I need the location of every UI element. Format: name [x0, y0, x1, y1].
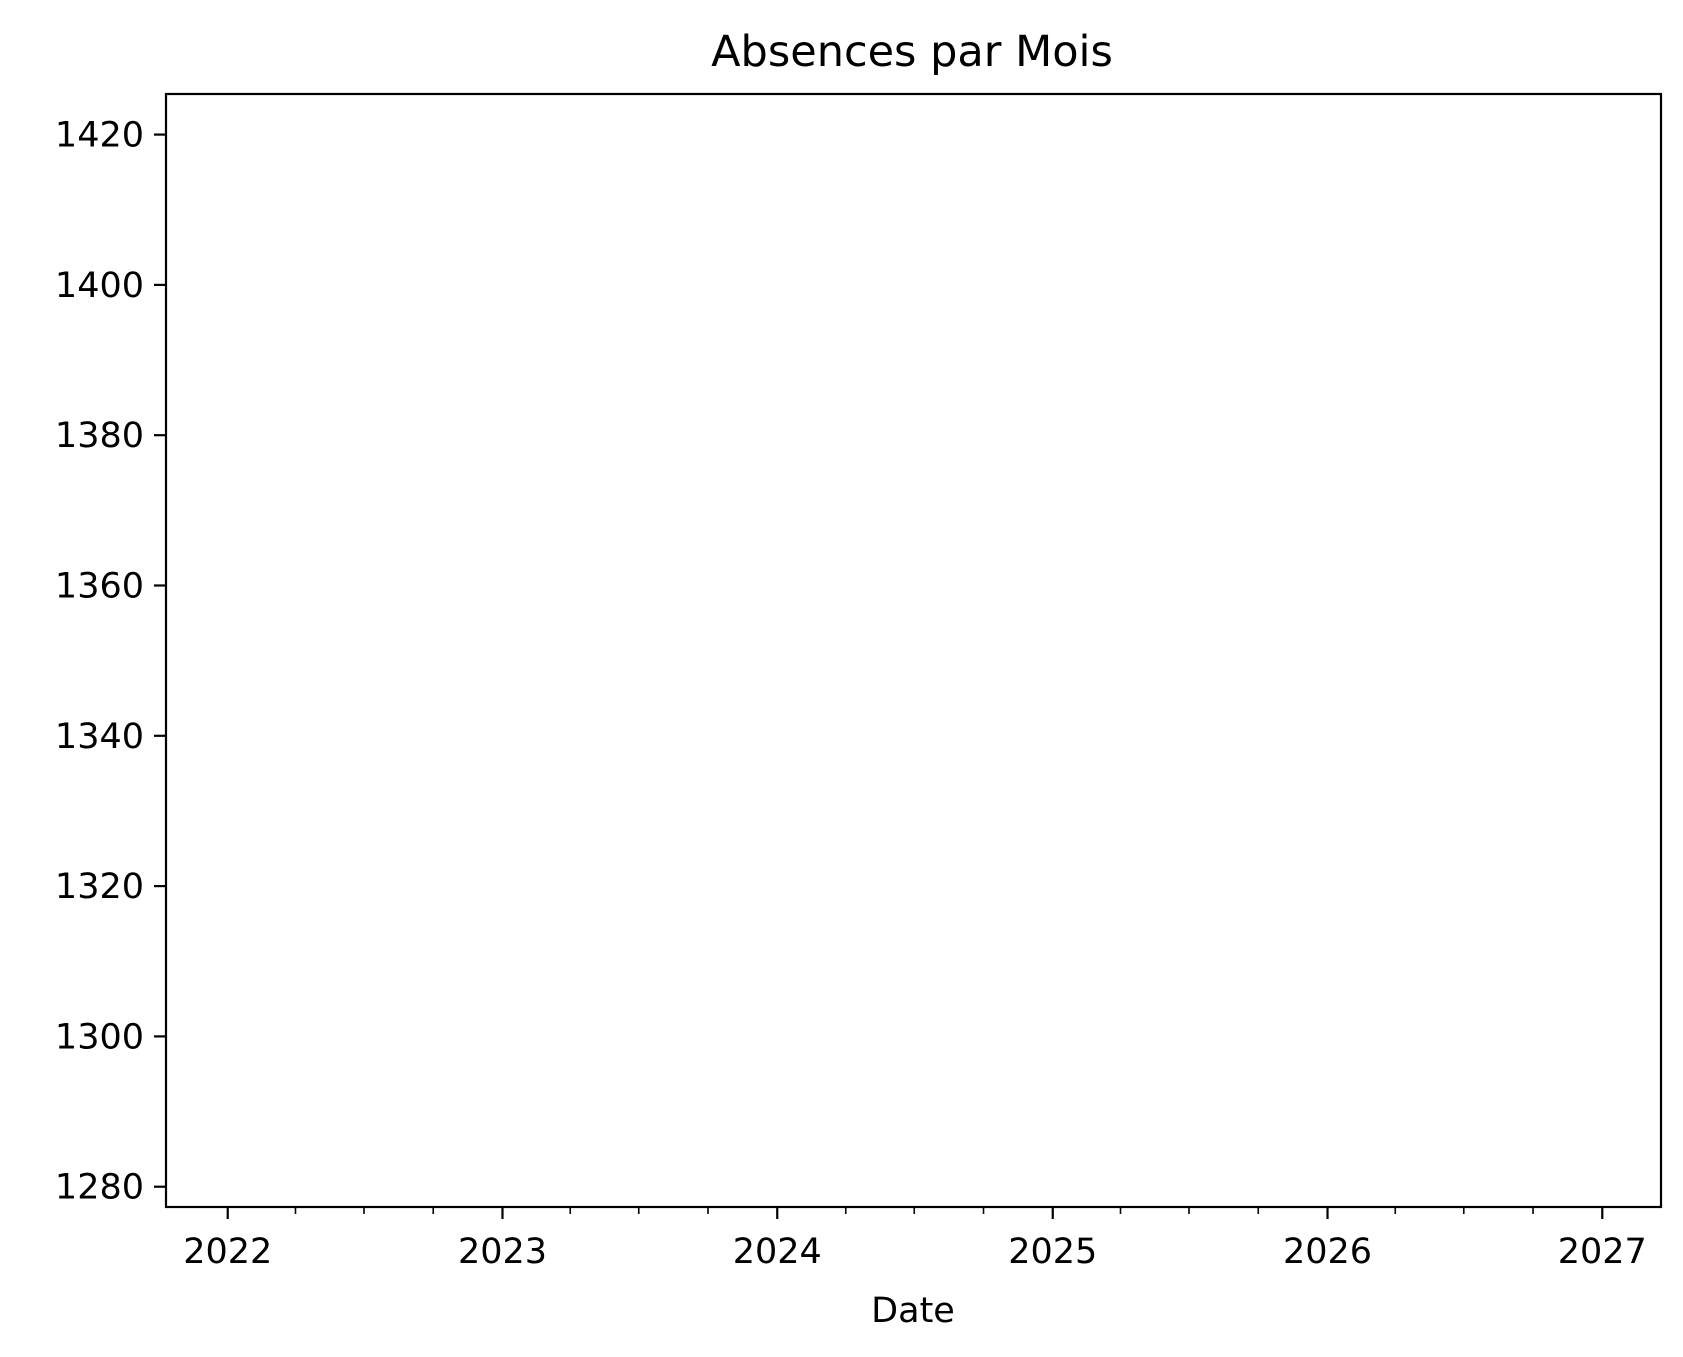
x-tick-label: 2027 [1558, 1232, 1647, 1272]
x-tick-label: 2022 [183, 1232, 272, 1272]
x-axis: 2022 2023 2024 2025 2026 2027 [183, 1207, 1647, 1272]
y-tick-label: 1400 [55, 266, 144, 306]
y-tick-label: 1300 [55, 1017, 144, 1057]
chart-title: Absences par Mois [711, 27, 1113, 77]
plot-area [164, 92, 1663, 1209]
y-tick-label: 1320 [55, 867, 144, 907]
y-tick-label: 1340 [55, 717, 144, 757]
x-tick-label: 2024 [733, 1232, 822, 1272]
y-axis: 1280 1300 1320 1340 1360 1380 1400 1420 [55, 116, 166, 1208]
x-tick-label: 2023 [458, 1232, 547, 1272]
y-tick-label: 1380 [55, 416, 144, 456]
y-tick-label: 1420 [55, 116, 144, 156]
y-tick-label: 1360 [55, 566, 144, 606]
x-tick-label: 2025 [1008, 1232, 1097, 1272]
y-tick-label: 1280 [55, 1168, 144, 1208]
x-tick-label: 2026 [1283, 1232, 1372, 1272]
x-axis-label: Date [871, 1291, 955, 1331]
